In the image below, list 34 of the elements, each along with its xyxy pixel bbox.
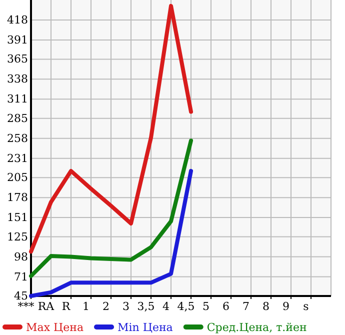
y-tick-label: 231	[7, 152, 28, 165]
x-tick-label: 2	[102, 300, 110, 313]
y-tick-label: 311	[7, 92, 28, 106]
y-tick-label: 151	[7, 211, 28, 224]
x-tick-label: 6	[222, 300, 230, 313]
x-tick-label: 8	[262, 300, 270, 313]
y-tick-label: 391	[7, 33, 28, 46]
x-tick-label: s	[303, 300, 310, 313]
legend-label: Сред.Цена, т.йен	[206, 321, 307, 334]
y-tick-label: 178	[7, 191, 28, 204]
x-tick-label: 9	[282, 300, 290, 313]
y-tick-label: 365	[7, 52, 28, 66]
y-tick-label: 338	[7, 72, 28, 86]
line-series	[29, 138, 193, 278]
x-tick-label: 5	[202, 300, 210, 313]
x-tick-label: 7	[242, 300, 250, 313]
x-tick-label: 4	[162, 300, 170, 313]
x-tick-label: 3,5	[137, 300, 155, 313]
x-tick-label: 4,5	[177, 300, 195, 313]
x-tick-label: R	[62, 300, 71, 313]
y-tick-label: 98	[14, 250, 28, 264]
y-tick-label: 258	[7, 132, 28, 145]
legend-label: Min Цена	[118, 321, 174, 334]
x-tick-label: 3	[122, 300, 130, 313]
y-tick-label: 418	[7, 14, 28, 26]
line-series	[29, 168, 193, 298]
y-tick-label: 205	[7, 171, 28, 184]
y-tick-label: 285	[7, 112, 28, 125]
x-tick-label: 1	[82, 300, 90, 313]
x-tick-label: RA	[38, 300, 56, 313]
line-series	[29, 4, 193, 254]
y-tick-label: 71	[14, 270, 28, 284]
y-tick-label: 125	[7, 230, 28, 244]
legend-label: Max Цена	[26, 321, 84, 334]
